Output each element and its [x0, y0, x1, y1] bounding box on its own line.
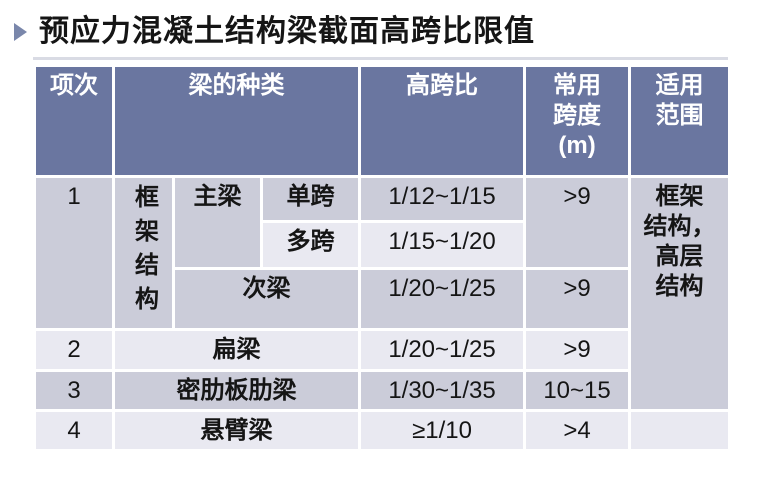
header-ratio: 高跨比	[358, 64, 527, 178]
beam-ratio-table: 项次 梁的种类 高跨比 常用 跨度 (m) 适用 范围 1 框架结构 主梁 单跨…	[33, 64, 732, 452]
row-1-single-span: 1 框架结构 主梁 单跨 1/12~1/15 >9 框架 结构， 高层 结构	[33, 174, 732, 412]
table-top-rule	[33, 57, 728, 60]
cell-scope-merged: 框架 结构， 高层 结构	[628, 175, 732, 412]
row-1-secondary-beam: 次梁 1/20~1/25 >9	[35, 267, 730, 331]
cell-scope-4-empty	[628, 409, 732, 452]
cell-main-common-span: >9	[523, 174, 632, 271]
vertical-text-frame-structure: 框架结构	[130, 184, 158, 320]
header-beam-type: 梁的种类	[111, 64, 362, 178]
header-scope: 适用 范围	[628, 64, 732, 178]
cell-beam-4: 悬臂梁	[111, 409, 362, 452]
cell-ratio-2: 1/20~1/25	[358, 328, 527, 372]
cell-item-4: 4	[33, 409, 115, 452]
row-1-multi-span: 多跨 1/15~1/20	[35, 220, 730, 271]
cell-item-2: 2	[33, 328, 115, 372]
cell-common-span-3: 10~15	[523, 369, 632, 412]
cell-secondary-common-span: >9	[523, 267, 632, 331]
slide-canvas: 预应力混凝土结构梁截面高跨比限值 项次 梁的种类 高跨比 常用 跨度 (m) 适…	[0, 15, 760, 452]
cell-multi-span-ratio: 1/15~1/20	[358, 220, 527, 271]
header-item: 项次	[33, 64, 115, 178]
cell-multi-span-label: 多跨	[259, 220, 362, 271]
row-4-cantilever-beam: 4 悬臂梁 ≥1/10 >4	[33, 409, 732, 452]
cell-ratio-3: 1/30~1/35	[358, 369, 527, 412]
cell-single-span-label: 单跨	[259, 174, 362, 224]
row-3-ribbed-beam: 3 密肋板肋梁 1/30~1/35 10~15	[33, 369, 730, 412]
cell-common-span-4: >4	[523, 409, 632, 452]
cell-beam-3: 密肋板肋梁	[111, 369, 362, 412]
cell-structure-group: 框架结构	[112, 175, 175, 331]
cell-item-3: 3	[33, 369, 115, 412]
cell-secondary-beam: 次梁	[171, 267, 362, 331]
cell-common-span-2: >9	[523, 328, 632, 372]
slide-header: 预应力混凝土结构梁截面高跨比限值	[14, 15, 760, 49]
title-bullet-icon	[14, 23, 27, 41]
cell-item-1: 1	[33, 175, 115, 331]
cell-single-span-ratio: 1/12~1/15	[358, 174, 527, 224]
cell-secondary-ratio: 1/20~1/25	[358, 267, 527, 331]
table-header-row: 项次 梁的种类 高跨比 常用 跨度 (m) 适用 范围	[33, 64, 732, 178]
cell-ratio-4: ≥1/10	[358, 409, 527, 452]
header-common-span: 常用 跨度 (m)	[523, 64, 632, 178]
cell-main-beam: 主梁	[172, 174, 263, 271]
cell-beam-2: 扁梁	[111, 328, 362, 372]
page-title: 预应力混凝土结构梁截面高跨比限值	[39, 15, 535, 48]
row-2-flat-beam: 2 扁梁 1/20~1/25 >9	[33, 328, 730, 372]
